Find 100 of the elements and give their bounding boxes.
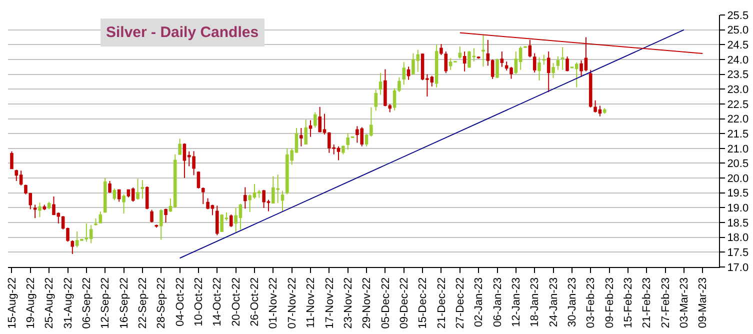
y-tick-label: 18.5 <box>727 217 749 230</box>
x-tick-label: 06-Jan-23 <box>492 277 504 327</box>
x-tick-label: 18-Jan-23 <box>529 277 542 327</box>
candlestick <box>103 178 107 214</box>
candlestick <box>444 50 448 74</box>
candlestick <box>458 46 462 60</box>
x-tick-label: 09-Feb-23 <box>604 277 616 328</box>
y-tick-label: 25.0 <box>727 24 749 37</box>
y-tick-label: 20.0 <box>727 172 749 185</box>
candlestick <box>574 62 578 88</box>
x-tick-label: 27-Dec-22 <box>454 277 466 329</box>
candlestick <box>314 112 317 128</box>
y-tick-label: 18.0 <box>727 232 749 244</box>
x-tick-label: 11-Nov-22 <box>305 277 318 328</box>
x-tick-label: 19-Aug-22 <box>24 277 37 329</box>
x-tick-label: 12-Sep-22 <box>100 277 112 329</box>
x-tick-label: 10-Oct-22 <box>193 277 206 326</box>
x-tick-label: 29-Nov-22 <box>361 277 374 329</box>
candlestick <box>173 154 177 208</box>
candlestick <box>178 138 182 156</box>
candlestick <box>47 201 51 210</box>
candlestick <box>108 180 112 194</box>
y-tick-label: 17.0 <box>727 262 749 274</box>
candlestick <box>94 218 98 226</box>
x-tick-label: 15-Aug-22 <box>6 277 18 329</box>
candlestick <box>462 50 466 72</box>
candlestick <box>602 108 606 114</box>
candlestick <box>304 119 308 146</box>
candlestick <box>38 202 42 218</box>
candlestick <box>482 34 485 68</box>
candlestick <box>440 44 443 56</box>
y-tick-label: 19.0 <box>727 202 749 215</box>
candlestick <box>33 204 37 219</box>
candlestick <box>230 214 233 228</box>
candlestick <box>19 170 23 186</box>
y-tick-label: 21.5 <box>727 128 749 140</box>
y-tick-label: 17.5 <box>727 247 749 260</box>
x-tick-label: 23-Nov-22 <box>342 277 354 329</box>
candlestick <box>542 54 546 66</box>
x-tick-label: 27-Feb-23 <box>660 277 672 328</box>
text: Silver - Daily Candles <box>106 24 259 41</box>
candlestick <box>154 224 158 228</box>
x-tick-label: 22-Sep-22 <box>137 277 150 329</box>
candlestick <box>538 56 541 82</box>
x-tick-label: 31-Aug-22 <box>62 277 74 329</box>
x-tick-label: 06-Sep-22 <box>81 277 94 329</box>
candlestick <box>552 62 555 79</box>
x-tick-label: 24-Jan-23 <box>548 277 560 327</box>
x-tick-label: 16-Sep-22 <box>118 277 130 329</box>
candlestick <box>89 224 93 244</box>
y-tick-label: 22.5 <box>727 98 749 111</box>
x-tick-label: 26-Oct-22 <box>249 277 262 326</box>
candlestick <box>378 72 382 96</box>
candlestick <box>159 208 163 240</box>
candlestick <box>546 50 550 93</box>
x-tick-label: 15-Dec-22 <box>417 277 430 329</box>
x-tick-label: 07-Nov-22 <box>286 277 298 329</box>
x-tick-label: 21-Feb-23 <box>641 277 654 328</box>
y-tick-label: 23.0 <box>727 84 749 96</box>
candlestick <box>300 127 303 147</box>
candlestick <box>150 209 154 224</box>
y-tick-label: 24.0 <box>727 54 749 66</box>
candlestick <box>406 66 410 80</box>
candlestick <box>117 188 121 202</box>
candlestick <box>556 56 560 70</box>
y-tick-label: 23.5 <box>727 69 749 82</box>
candlestick <box>202 187 205 205</box>
candlestick <box>112 188 116 201</box>
candlestick <box>566 56 569 72</box>
x-tick-label: 05-Dec-22 <box>380 277 392 329</box>
x-tick-label: 02-Jan-23 <box>473 277 486 327</box>
candlestick <box>131 187 135 202</box>
x-tick-label: 21-Dec-22 <box>436 277 448 329</box>
candlestick <box>98 211 102 224</box>
candlestick <box>496 58 499 79</box>
candlestick <box>532 52 536 74</box>
x-tick-label: 14-Oct-22 <box>212 277 224 326</box>
candlestick <box>244 186 247 210</box>
candlestick <box>196 171 200 189</box>
y-tick-label: 24.5 <box>727 40 749 52</box>
candlestick <box>122 194 126 214</box>
x-tick-label: 01-Nov-22 <box>268 277 280 329</box>
x-tick-label: 03-Feb-23 <box>585 277 598 328</box>
y-tick-label: 25.5 <box>727 10 749 22</box>
x-tick-label: 09-Dec-22 <box>398 277 410 329</box>
x-tick-label: 04-Oct-22 <box>174 277 186 326</box>
candlestick <box>434 44 438 88</box>
x-tick-label: 09-Mar-23 <box>697 277 710 328</box>
x-tick-label: 17-Nov-22 <box>324 277 336 329</box>
candlestick <box>560 46 564 70</box>
candlestick <box>136 178 140 200</box>
candlestick <box>70 240 74 254</box>
candlestick <box>280 190 284 212</box>
candlestick <box>140 180 144 200</box>
candlestick <box>342 144 345 155</box>
x-tick-label: 12-Jan-23 <box>510 277 522 327</box>
y-tick-label: 20.5 <box>727 158 749 170</box>
candlestick <box>216 205 219 236</box>
candlestick <box>402 62 406 86</box>
candlestick <box>145 186 149 210</box>
